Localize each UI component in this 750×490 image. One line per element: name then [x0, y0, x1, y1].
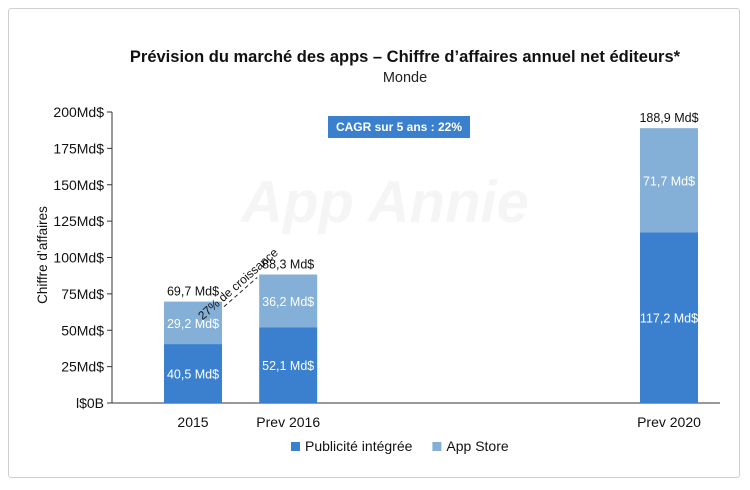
- cagr-badge-text: CAGR sur 5 ans : 22%: [336, 120, 462, 134]
- x-tick-label: 2015: [177, 414, 208, 430]
- data-label: 29,2 Md$: [167, 317, 219, 331]
- y-tick-label: 200Md$: [53, 104, 104, 120]
- total-label: 188,9 Md$: [639, 111, 698, 125]
- x-tick-label: Prev 2016: [256, 414, 320, 430]
- total-label: 88,3 Md$: [262, 258, 314, 272]
- bar-segment: [640, 232, 698, 403]
- legend-entry: App Store: [446, 438, 508, 454]
- y-axis: l$0B 25Md$ 50Md$ 75Md$ 100Md$ 125Md$ 150Md$ 175…: [53, 104, 113, 411]
- chart-frame: [8, 8, 740, 478]
- legend-swatch: [291, 442, 300, 451]
- y-tick-label: l$0B: [76, 395, 104, 411]
- watermark: App Annie: [239, 170, 529, 235]
- chart-title: Prévision du marché des apps – Chiffre d…: [130, 48, 681, 66]
- bar-segment: [259, 327, 318, 403]
- y-tick-label: 75Md$: [61, 286, 104, 302]
- y-tick-label: 150Md$: [53, 177, 104, 193]
- legend-entry: Publicité intégrée: [305, 438, 413, 454]
- bar-segment: [259, 274, 318, 328]
- data-label: 71,7 Md$: [643, 174, 695, 188]
- cagr-badge: [328, 116, 470, 138]
- y-axis-label: Chiffre d’affaires: [35, 206, 50, 304]
- growth-line: [223, 277, 258, 307]
- y-tick-label: 175Md$: [53, 140, 104, 156]
- x-axis: 2015 Prev 2016 Prev 2020: [112, 402, 720, 430]
- bar-segment: [640, 128, 698, 233]
- legend: Publicité intégrée App Store: [291, 438, 509, 454]
- data-label: 40,5 Md$: [167, 368, 219, 382]
- bar-segment: [164, 344, 222, 403]
- total-label: 69,7 Md$: [167, 285, 219, 299]
- y-tick-label: 100Md$: [53, 250, 104, 266]
- bar-segment: [164, 301, 222, 345]
- data-label: 117,2 Md$: [640, 312, 698, 326]
- y-tick-label: 125Md$: [53, 213, 104, 229]
- chart-subtitle: Monde: [383, 70, 427, 86]
- bars: 40,5 Md$ 29,2 Md$ 69,7 Md$ 52,1 Md$ 36,2 Md$…: [164, 111, 699, 403]
- legend-swatch: [432, 442, 442, 451]
- data-label: 36,2 Md$: [262, 295, 314, 309]
- x-tick-label: Prev 2020: [637, 414, 701, 430]
- y-tick-label: 50Md$: [61, 322, 104, 338]
- y-tick-label: 25Md$: [61, 359, 104, 375]
- data-label: 52,1 Md$: [262, 359, 314, 373]
